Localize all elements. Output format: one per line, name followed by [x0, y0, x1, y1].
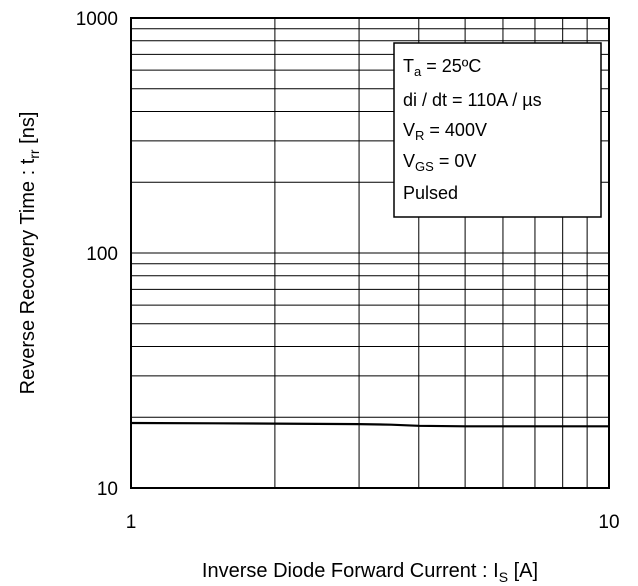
y-tick-label: 1000 — [76, 9, 118, 30]
y-tick-label: 100 — [86, 244, 118, 265]
y-axis-title: Reverse Recovery Time : trr [ns] — [17, 112, 42, 395]
x-tick-label: 1 — [126, 512, 137, 533]
tick-labels: 1 10 10 100 1000 — [76, 9, 620, 533]
condition-didt: di / dt = 110A / µs — [403, 90, 542, 110]
series-line — [130, 421, 609, 428]
condition-ta: Ta = 25ºC — [403, 56, 481, 79]
series-group — [130, 421, 609, 428]
y-tick-label: 10 — [97, 479, 118, 500]
x-axis-title: Inverse Diode Forward Current : IS [A] — [202, 560, 538, 585]
condition-pulsed: Pulsed — [403, 183, 458, 203]
conditions-box: Ta = 25ºC di / dt = 110A / µs VR = 400V … — [393, 42, 602, 218]
condition-vgs: VGS = 0V — [403, 151, 476, 174]
condition-vr: VR = 400V — [403, 120, 487, 143]
x-tick-label: 10 — [598, 512, 619, 533]
conditions-box-frame — [393, 42, 602, 218]
plot-frame — [130, 17, 610, 489]
